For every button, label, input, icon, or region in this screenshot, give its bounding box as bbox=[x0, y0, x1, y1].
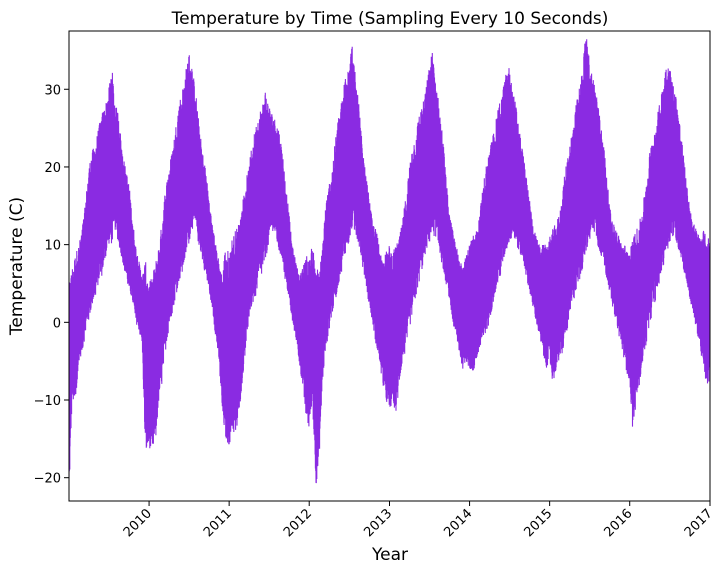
y-axis: −20 −10 0 10 20 30 bbox=[34, 83, 69, 487]
y-tick-label: 20 bbox=[44, 161, 61, 176]
y-tick-label: 10 bbox=[44, 239, 61, 254]
x-tick-label: 2012 bbox=[281, 506, 315, 540]
chart-title: Temperature by Time (Sampling Every 10 S… bbox=[171, 9, 609, 29]
y-axis-label: Temperature (C) bbox=[7, 197, 27, 336]
y-tick-label: 0 bbox=[53, 316, 61, 331]
series-layer bbox=[69, 39, 710, 484]
y-tick-label: 30 bbox=[44, 83, 61, 98]
x-axis-label: Year bbox=[371, 545, 408, 565]
x-tick-label: 2010 bbox=[121, 506, 155, 540]
series-line bbox=[69, 39, 710, 484]
x-axis: 2010 2011 2012 2013 2014 2015 2016 2017 bbox=[121, 501, 716, 540]
x-tick-label: 2011 bbox=[201, 506, 235, 540]
y-tick-label: −20 bbox=[34, 472, 61, 487]
x-tick-label: 2015 bbox=[521, 506, 555, 540]
x-tick-label: 2017 bbox=[682, 506, 716, 540]
x-tick-label: 2014 bbox=[441, 506, 475, 540]
y-tick-label: −10 bbox=[34, 394, 61, 409]
plot-area bbox=[69, 39, 710, 484]
x-tick-label: 2016 bbox=[602, 506, 636, 540]
x-tick-label: 2013 bbox=[361, 506, 395, 540]
